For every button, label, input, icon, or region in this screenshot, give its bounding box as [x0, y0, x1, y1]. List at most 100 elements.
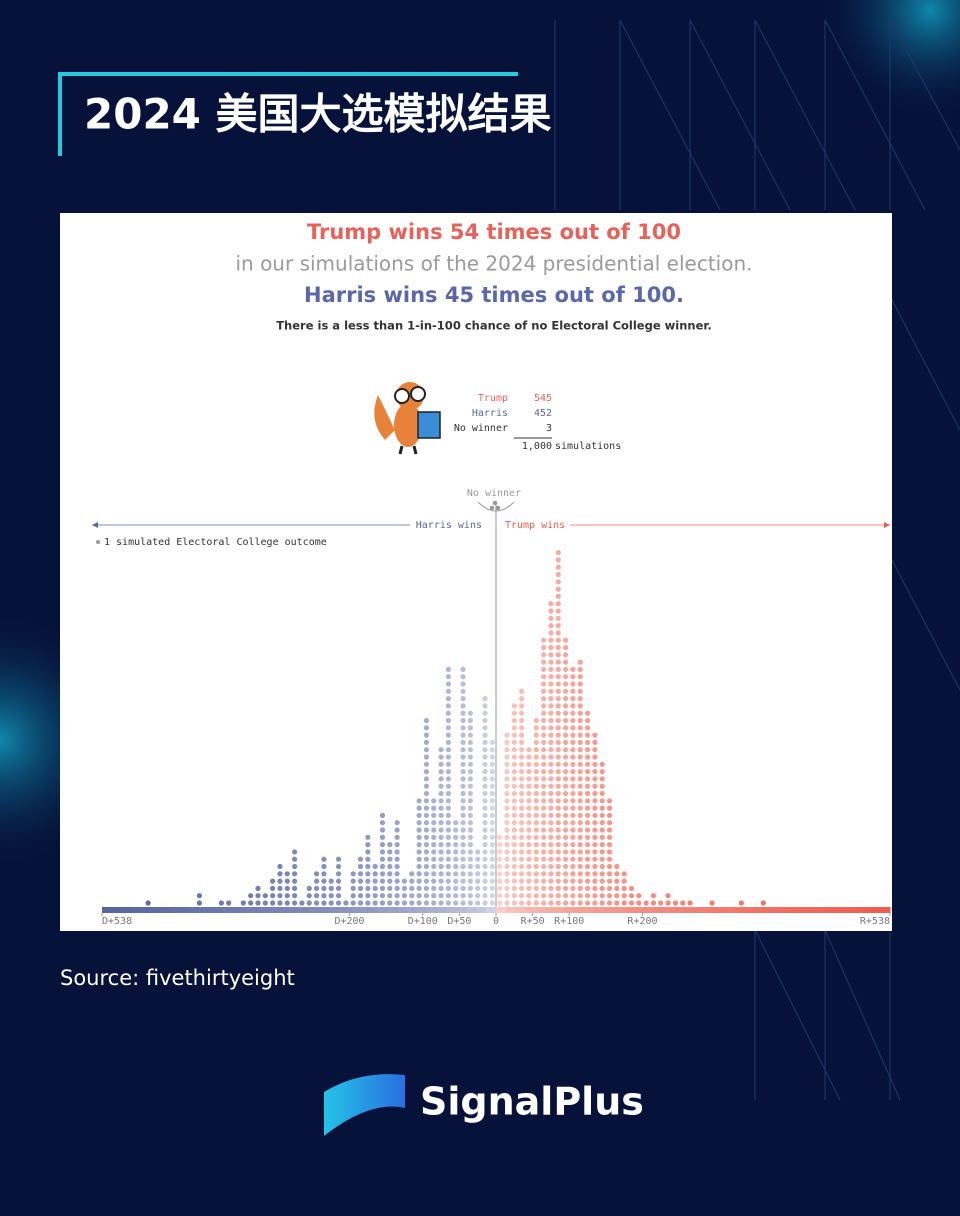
dot	[438, 827, 444, 833]
dot	[541, 827, 547, 833]
dot	[511, 754, 517, 760]
dot	[467, 739, 473, 746]
dot	[533, 769, 539, 775]
dot	[394, 842, 400, 848]
dot	[526, 863, 532, 870]
dot	[548, 717, 554, 724]
dot	[196, 893, 203, 899]
dot	[533, 820, 539, 826]
axis-bar	[338, 907, 349, 913]
dot	[299, 900, 305, 906]
dot	[416, 856, 422, 862]
dot	[335, 893, 342, 899]
axis-bar	[387, 907, 398, 913]
dot	[489, 812, 495, 819]
dot	[416, 871, 422, 877]
dot	[577, 688, 583, 694]
dot	[423, 856, 430, 862]
dot	[621, 885, 627, 892]
dot	[570, 849, 576, 855]
dot	[562, 703, 569, 709]
dot	[541, 681, 547, 687]
dot	[526, 878, 532, 884]
dot	[504, 885, 510, 892]
dot	[548, 696, 554, 702]
axis-bar	[427, 907, 438, 913]
dot	[482, 812, 488, 819]
dot	[541, 696, 547, 702]
dot	[387, 885, 393, 892]
dot	[365, 834, 371, 840]
dot	[445, 739, 451, 746]
dot	[284, 871, 290, 877]
dot	[555, 739, 561, 746]
dot	[438, 776, 444, 782]
dot	[555, 820, 561, 826]
axis-bar	[170, 907, 182, 913]
dot	[577, 754, 583, 760]
dot	[519, 805, 525, 811]
dot	[460, 761, 466, 767]
axis-bar	[742, 907, 753, 913]
dot	[555, 863, 561, 870]
dot	[445, 827, 451, 833]
dot	[445, 761, 451, 767]
dot	[541, 878, 547, 884]
dot	[431, 842, 437, 848]
dot	[270, 900, 276, 906]
dot	[562, 878, 569, 884]
dot	[416, 827, 422, 833]
dot	[592, 856, 598, 862]
dot	[526, 827, 532, 833]
dot	[511, 739, 517, 746]
dot	[592, 849, 598, 855]
dot	[533, 761, 539, 767]
axis-bar	[308, 907, 320, 913]
dot	[460, 703, 466, 709]
dot	[460, 732, 466, 738]
dot	[533, 885, 539, 892]
dot	[562, 747, 569, 753]
dot	[482, 805, 488, 811]
dot	[321, 900, 327, 906]
dot	[526, 790, 532, 797]
no-winner-label: No winner	[467, 488, 521, 499]
dot	[533, 834, 539, 840]
dot	[379, 834, 386, 840]
axis-bar	[111, 907, 123, 913]
dot	[599, 834, 605, 840]
dot	[482, 863, 488, 870]
dot	[445, 769, 451, 775]
dot	[519, 842, 525, 848]
dot	[511, 732, 517, 738]
axis-bar	[663, 907, 674, 913]
dot	[482, 739, 488, 746]
dot	[519, 725, 525, 731]
dot	[599, 769, 605, 775]
dot	[584, 805, 591, 811]
dot	[570, 666, 576, 673]
dot	[570, 717, 576, 724]
dot	[489, 878, 495, 884]
dot	[467, 827, 473, 833]
dot	[606, 798, 613, 804]
dot	[445, 696, 451, 702]
axis-bar	[624, 907, 635, 913]
dot	[533, 842, 539, 848]
dot	[482, 878, 488, 884]
dot	[570, 798, 576, 804]
dot	[555, 805, 561, 811]
dot	[438, 856, 444, 862]
dot	[570, 893, 576, 899]
dot	[555, 681, 561, 687]
dot	[526, 871, 532, 877]
dot	[519, 703, 525, 709]
trump-arrowhead	[884, 522, 890, 528]
dot	[621, 878, 627, 884]
dot	[372, 871, 378, 877]
dot	[541, 885, 547, 892]
dot	[445, 725, 451, 731]
dot	[541, 842, 547, 848]
dot	[541, 798, 547, 804]
dot	[489, 827, 495, 833]
